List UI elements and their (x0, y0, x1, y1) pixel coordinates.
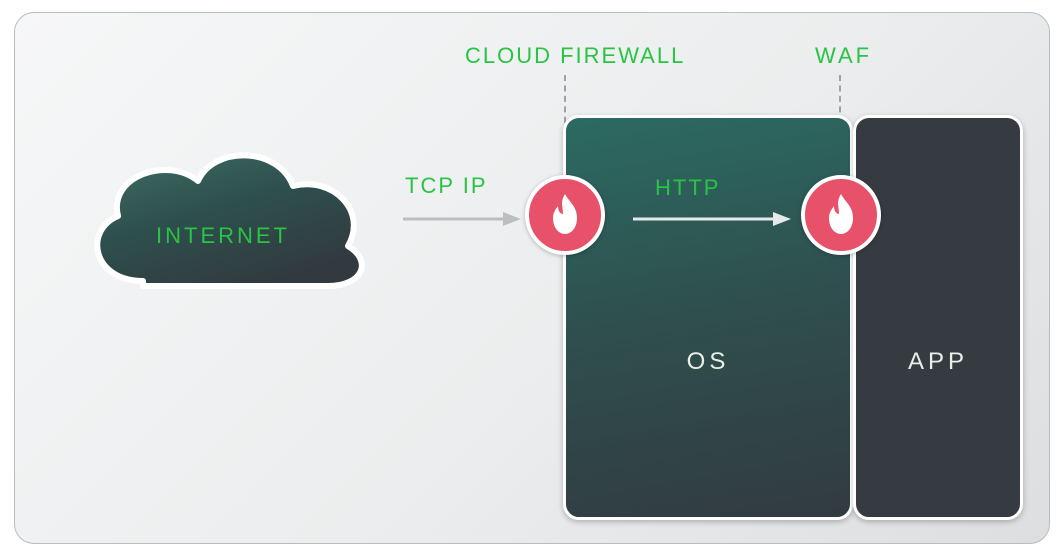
arrow-tcp-icon (403, 209, 523, 229)
os-label: OS (566, 348, 850, 376)
tcp-ip-label: TCP IP (405, 173, 488, 199)
internet-cloud: INTERNET (63, 121, 383, 321)
diagram-panel: INTERNET TCP IP CLOUD FIREWALL WAF OS AP… (14, 12, 1050, 544)
arrow-http-icon (633, 209, 793, 229)
app-box: APP (853, 115, 1023, 520)
waf-node (801, 175, 881, 255)
cloud-firewall-label: CLOUD FIREWALL (465, 43, 685, 69)
flame-icon (821, 192, 861, 238)
waf-label: WAF (815, 43, 872, 69)
cloud-firewall-node (525, 175, 605, 255)
flame-icon (545, 192, 585, 238)
internet-label: INTERNET (63, 121, 383, 321)
http-label: HTTP (655, 175, 720, 201)
app-label: APP (856, 348, 1020, 376)
